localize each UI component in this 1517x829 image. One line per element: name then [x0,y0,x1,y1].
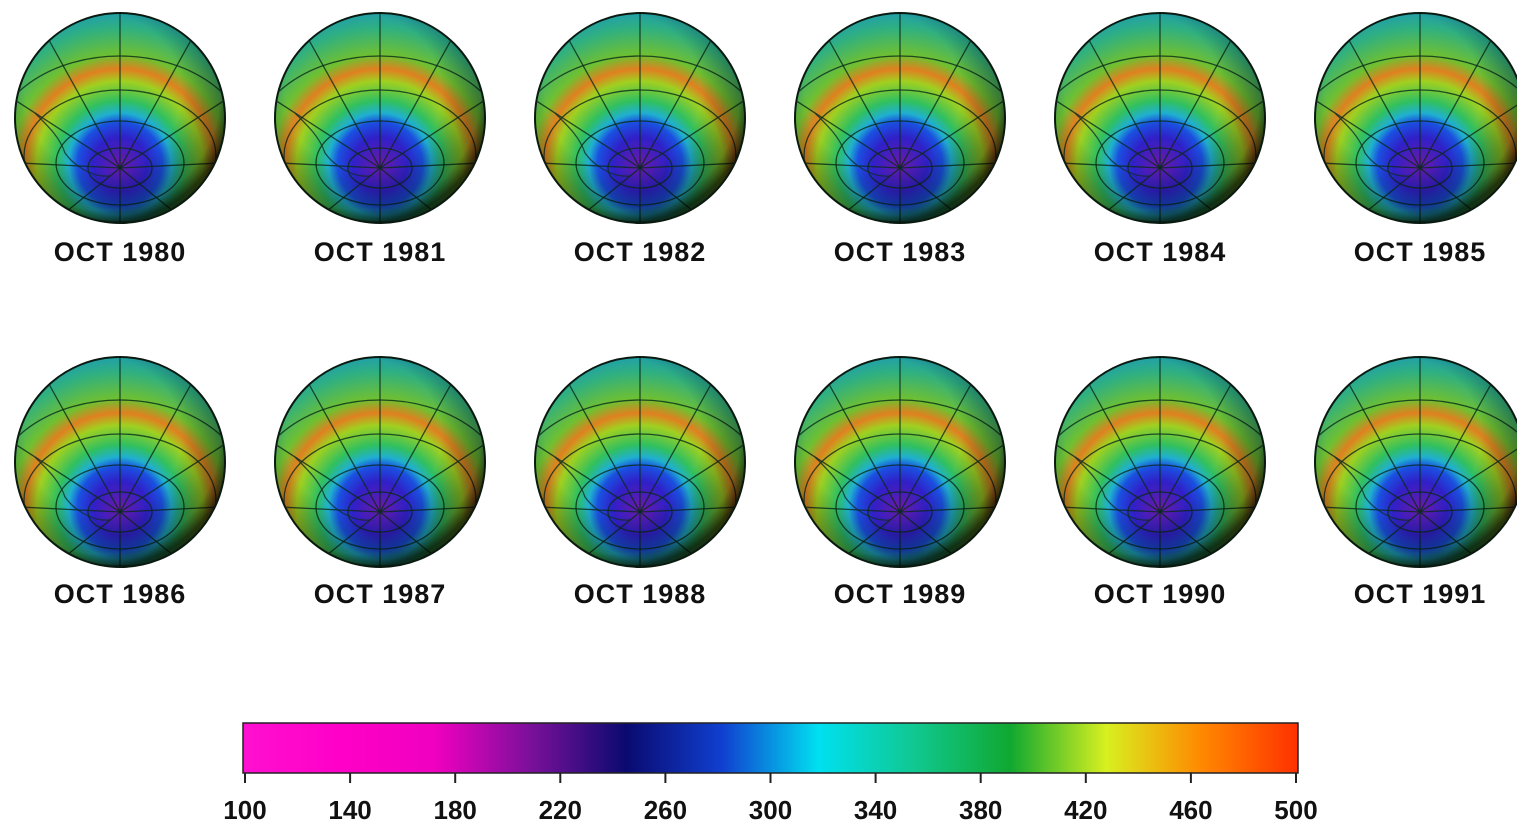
tick-label: 460 [1169,795,1212,825]
panel-label: OCT 1980 [54,237,187,267]
tick-label: 220 [539,795,582,825]
panel-label: OCT 1988 [574,579,707,609]
globe [0,0,320,318]
tick-label: 260 [644,795,687,825]
panel-label: OCT 1987 [314,579,447,609]
globe [1220,312,1517,662]
globe [440,0,840,318]
tick-label: 140 [328,795,371,825]
tick-label: 500 [1274,795,1317,825]
globe [1220,0,1517,318]
panel-label: OCT 1990 [1094,579,1227,609]
tick-label: 180 [434,795,477,825]
colorbar [243,723,1298,773]
globe [700,312,1100,662]
figure: OCT 1980 OCT 1981 OCT 1982 OCT 1983 OCT 1984… [0,0,1517,829]
tick-label: 380 [959,795,1002,825]
panel-label: OCT 1991 [1354,579,1487,609]
panel-label: OCT 1985 [1354,237,1487,267]
globe [700,0,1100,318]
globe [960,0,1360,318]
panel-label: OCT 1981 [314,237,447,267]
tick-label: 420 [1064,795,1107,825]
panel-label: OCT 1983 [834,237,967,267]
panel-label: OCT 1984 [1094,237,1227,267]
panel-label: OCT 1982 [574,237,707,267]
panel-label: OCT 1986 [54,579,187,609]
tick-label: 300 [749,795,792,825]
globe [440,312,840,662]
globe [180,0,580,318]
globe [0,312,320,662]
tick-label: 100 [223,795,266,825]
globe [180,312,580,662]
globe [960,312,1360,662]
panel-label: OCT 1989 [834,579,967,609]
tick-label: 340 [854,795,897,825]
